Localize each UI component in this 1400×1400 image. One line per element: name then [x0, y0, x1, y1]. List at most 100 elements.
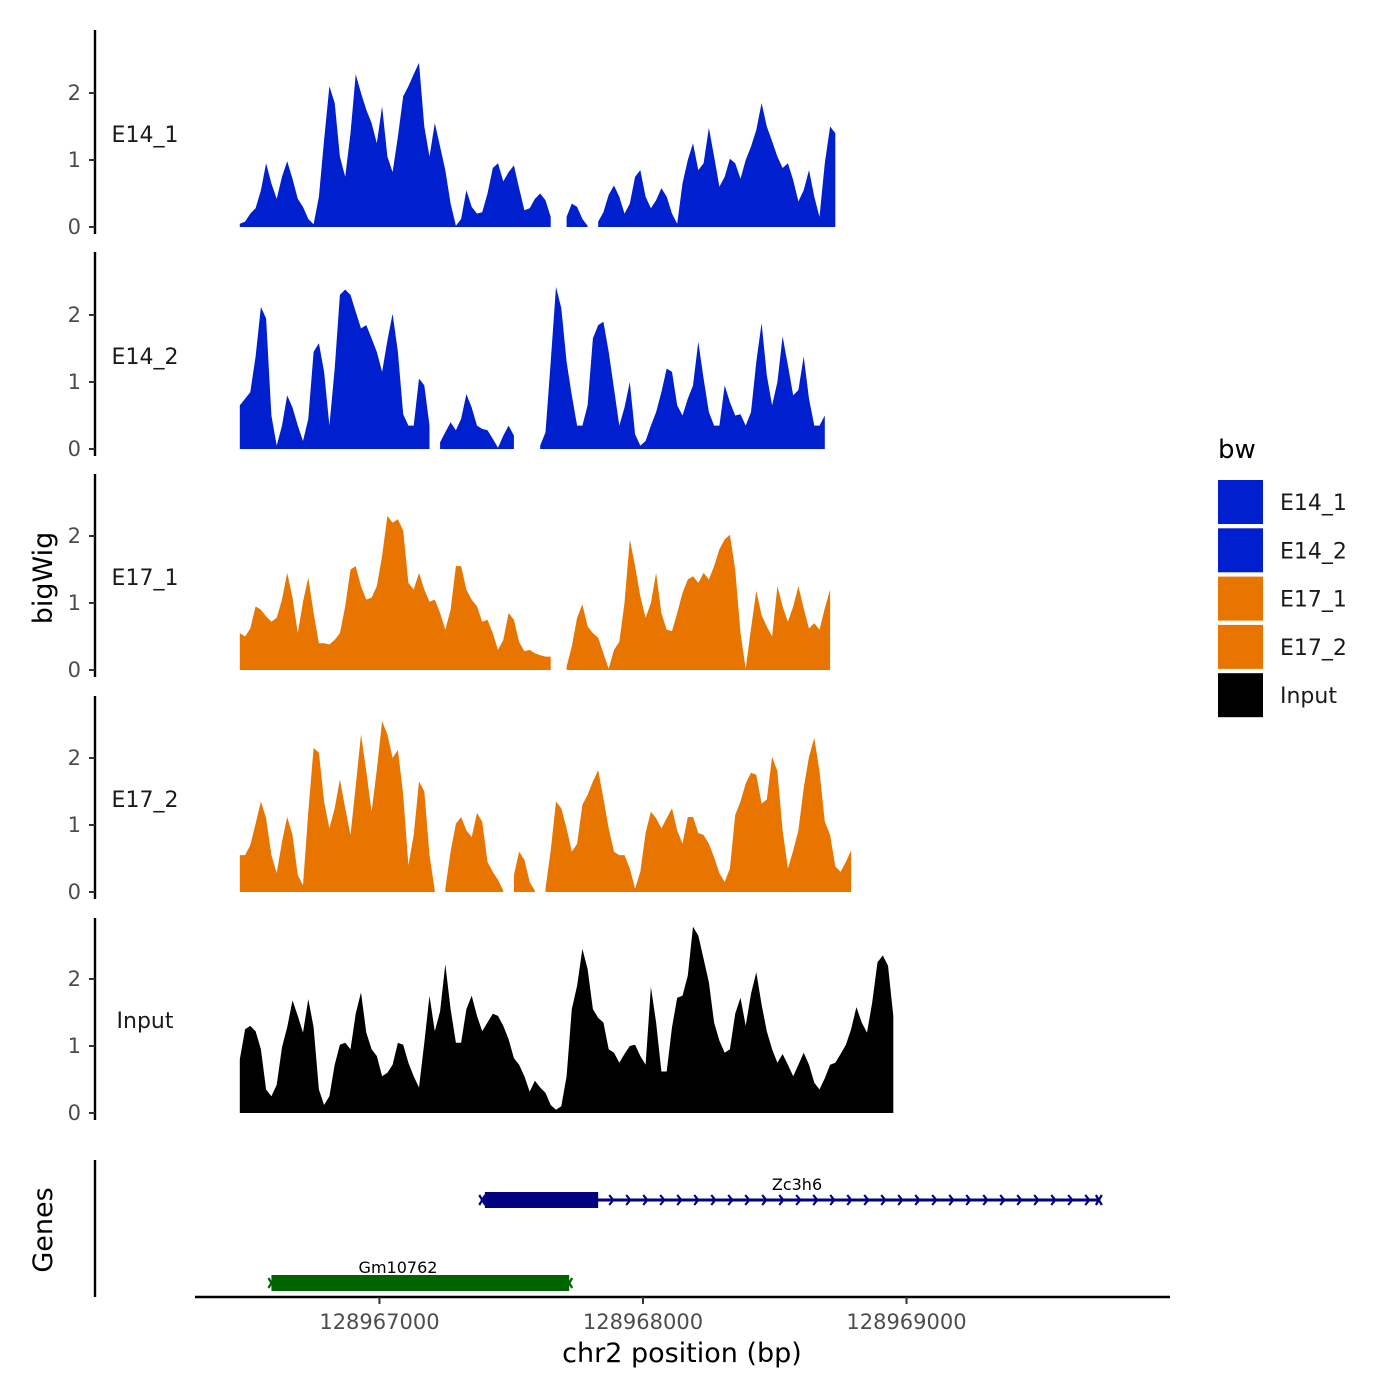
- gene-label: Zc3h6: [772, 1175, 822, 1194]
- y-tick-label: 2: [68, 524, 81, 548]
- strand-arrow-icon: [608, 1194, 615, 1206]
- track-label: E17_2: [112, 788, 179, 813]
- tracks: 0 1 2 E14_1 0 1 2 E14_2 0 1 2 E17_1 0 1 2 E17_2 0 1 2 Input: [68, 30, 894, 1125]
- area-series-e17-2: [545, 737, 852, 892]
- y-tick-label: 0: [68, 880, 81, 904]
- strand-arrow-icon: [931, 1194, 938, 1206]
- strand-arrow-icon: [1084, 1194, 1091, 1206]
- legend-item-input: Input: [1218, 673, 1337, 718]
- track-label: E14_1: [112, 123, 179, 148]
- legend-item-e17-1: E17_1: [1218, 576, 1347, 621]
- x-axis-title: chr2 position (bp): [562, 1338, 802, 1369]
- y-tick-label: 1: [68, 1034, 81, 1058]
- x-tick-label: 128969000: [846, 1310, 966, 1334]
- gene-label: Gm10762: [359, 1258, 438, 1277]
- track-panel-e17-2: 0 1 2 E17_2: [68, 696, 852, 904]
- y-axis-title: bigWig: [28, 532, 59, 625]
- area-series-e14-1: [239, 62, 551, 227]
- area-series-e14-2: [239, 289, 430, 449]
- y-tick-label: 2: [68, 967, 81, 991]
- strand-arrow-icon: [812, 1194, 819, 1206]
- track-label: Input: [117, 1009, 174, 1034]
- strand-arrow-icon: [761, 1194, 768, 1206]
- track-panel-e14-1: 0 1 2 E14_1: [68, 30, 836, 239]
- y-tick-label: 0: [68, 1101, 81, 1125]
- area-series-e14-1: [598, 103, 836, 227]
- y-tick-label: 0: [68, 437, 81, 461]
- x-tick-label: 128968000: [583, 1310, 703, 1334]
- strand-arrow-icon: [863, 1194, 870, 1206]
- strand-arrow-icon: [676, 1194, 683, 1206]
- genes-axis-title: Genes: [28, 1187, 59, 1272]
- area-series-e17-2: [513, 851, 535, 892]
- strand-arrow-icon: [1016, 1194, 1023, 1206]
- strand-arrow-icon: [625, 1194, 632, 1206]
- strand-arrow-icon: [795, 1194, 802, 1206]
- legend-label: E14_1: [1280, 491, 1347, 516]
- area-series-e17-2: [239, 721, 435, 892]
- y-tick-label: 0: [68, 658, 81, 682]
- x-axis: 128967000 128968000 128969000: [195, 1295, 1170, 1334]
- area-series-e14-2: [540, 286, 825, 449]
- area-series-e14-2: [440, 394, 514, 449]
- legend-label: Input: [1280, 684, 1337, 709]
- strand-arrow-icon: [965, 1194, 972, 1206]
- y-tick-label: 1: [68, 813, 81, 837]
- legend: E14_1 E14_2 E17_1 E17_2 Input: [1218, 480, 1347, 718]
- legend-swatch: [1218, 673, 1263, 718]
- strand-arrow-icon: [710, 1194, 717, 1206]
- legend-swatch: [1218, 624, 1263, 669]
- gene-track: Zc3h6 Gm10762: [93, 1160, 1103, 1297]
- strand-arrow-icon: [1033, 1194, 1040, 1206]
- strand-arrow-icon: [1067, 1194, 1074, 1206]
- gene-gm10762: Gm10762: [267, 1258, 574, 1291]
- legend-item-e14-1: E14_1: [1218, 480, 1347, 524]
- legend-swatch: [1218, 480, 1263, 524]
- y-tick-label: 1: [68, 591, 81, 615]
- gene-exon-box: [271, 1275, 570, 1291]
- legend-label: E14_2: [1280, 539, 1347, 564]
- y-tick-label: 1: [68, 148, 81, 172]
- strand-arrow-icon: [1050, 1194, 1057, 1206]
- y-tick-label: 2: [68, 746, 81, 770]
- strand-arrow-icon: [846, 1194, 853, 1206]
- track-panel-e14-2: 0 1 2 E14_2: [68, 252, 825, 461]
- strand-arrow-icon: [914, 1194, 921, 1206]
- area-series-e17-1: [566, 534, 831, 670]
- strand-arrow-icon: [744, 1194, 751, 1206]
- legend-label: E17_2: [1280, 636, 1347, 661]
- strand-arrow-icon: [642, 1194, 649, 1206]
- strand-arrow-icon: [778, 1194, 785, 1206]
- track-panel-e17-1: 0 1 2 E17_1: [68, 474, 831, 682]
- strand-arrow-icon: [982, 1194, 989, 1206]
- legend-item-e17-2: E17_2: [1218, 624, 1347, 669]
- strand-arrow-icon: [897, 1194, 904, 1206]
- legend-title: bw: [1218, 435, 1256, 465]
- gene-zc3h6: Zc3h6: [478, 1175, 1103, 1208]
- legend-swatch: [1218, 528, 1263, 573]
- x-tick-label: 128967000: [319, 1310, 439, 1334]
- track-label: E14_2: [112, 345, 179, 370]
- area-series-e14-1: [566, 203, 588, 227]
- strand-arrow-icon: [880, 1194, 887, 1206]
- legend-label: E17_1: [1280, 588, 1347, 613]
- area-series-input: [239, 926, 894, 1113]
- strand-arrow-icon: [693, 1194, 700, 1206]
- strand-arrow-icon: [727, 1194, 734, 1206]
- y-tick-label: 1: [68, 370, 81, 394]
- track-panel-input: 0 1 2 Input: [68, 918, 894, 1125]
- area-series-e17-2: [445, 812, 504, 892]
- legend-item-e14-2: E14_2: [1218, 528, 1347, 573]
- track-label: E17_1: [112, 566, 179, 591]
- strand-arrow-icon: [948, 1194, 955, 1206]
- y-tick-label: 2: [68, 303, 81, 327]
- strand-arrow-icon: [999, 1194, 1006, 1206]
- gene-start-cap-icon: [478, 1194, 487, 1206]
- y-tick-label: 2: [68, 81, 81, 105]
- strand-arrow-icon: [829, 1194, 836, 1206]
- legend-swatch: [1218, 576, 1263, 621]
- area-series-e17-1: [239, 515, 551, 670]
- strand-arrow-icon: [659, 1194, 666, 1206]
